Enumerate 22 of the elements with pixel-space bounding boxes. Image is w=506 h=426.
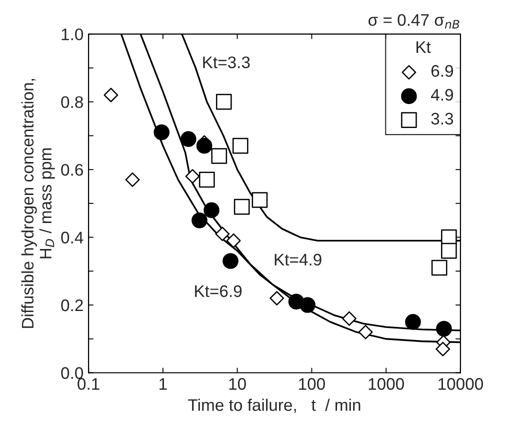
x-tick-label: 10000: [438, 378, 483, 390]
y-tick-label: 0.4: [61, 232, 84, 244]
x-tick-label: 100: [299, 378, 325, 390]
legend-title: Kt: [416, 41, 431, 53]
x-tick-label: 10: [229, 378, 246, 390]
y-tick-label: 0.2: [61, 299, 83, 312]
y-tick-label: 0.0: [61, 367, 84, 379]
y-axis-title: Diffusible hydrogen concentration, H$_{D}$ / mass ppm: [21, 79, 55, 328]
y-tick-label: 0.8: [61, 96, 83, 108]
x-tick-label: 0.1: [78, 378, 100, 390]
annotation: Kt=3.3: [203, 56, 250, 68]
y-tick-label: 1.0: [62, 28, 84, 40]
legend-label: 4.9: [431, 88, 454, 101]
x-tick-label: 1: [160, 378, 167, 390]
chart-title: σ = 0.47 σ$_{nB}$: [368, 14, 460, 28]
annotation: Kt=4.9: [274, 254, 322, 266]
y-tick-label: 0.6: [61, 164, 83, 176]
x-tick-label: 1000: [368, 378, 404, 390]
legend-label: 6.9: [431, 65, 454, 77]
legend-label: 3.3: [431, 112, 454, 125]
annotation: Kt=6.9: [195, 285, 242, 298]
x-axis-title: Time to failure, t / min: [188, 398, 360, 413]
